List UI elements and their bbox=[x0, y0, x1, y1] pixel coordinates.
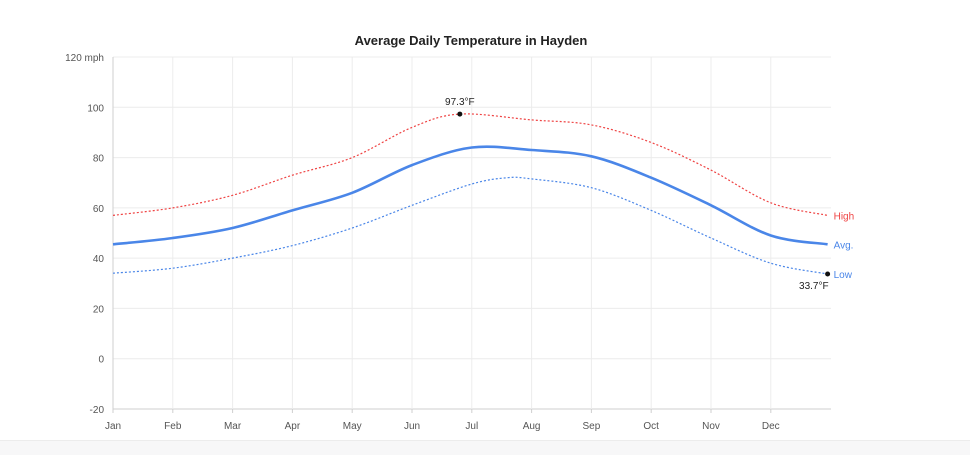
annotation-point bbox=[825, 271, 831, 277]
x-tick-label: May bbox=[343, 421, 362, 432]
series-end-label: Low bbox=[834, 270, 853, 281]
annotation-label: 97.3°F bbox=[445, 97, 475, 108]
annotation-point bbox=[457, 111, 463, 117]
y-tick-label: -20 bbox=[90, 405, 105, 416]
chart-title: Average Daily Temperature in Hayden bbox=[355, 33, 588, 48]
x-tick-label: Sep bbox=[583, 421, 601, 432]
series-end-label: Avg. bbox=[834, 240, 854, 251]
x-tick-label: Jul bbox=[465, 421, 478, 432]
x-tick-label: Aug bbox=[523, 421, 541, 432]
y-tick-label: 100 bbox=[87, 103, 104, 114]
series-end-label: High bbox=[834, 211, 855, 222]
y-tick-label: 20 bbox=[93, 304, 105, 315]
y-tick-label: 40 bbox=[93, 254, 105, 265]
x-tick-label: Oct bbox=[643, 421, 659, 432]
annotation-label: 33.7°F bbox=[799, 281, 829, 292]
series-line-low bbox=[112, 176, 828, 275]
series-line-avg bbox=[112, 145, 828, 246]
x-tick-label: Dec bbox=[762, 421, 780, 432]
x-tick-label: Feb bbox=[164, 421, 182, 432]
y-tick-label: 80 bbox=[93, 154, 105, 165]
x-tick-label: Jan bbox=[105, 421, 121, 432]
x-tick-label: Jun bbox=[404, 421, 420, 432]
x-tick-label: Apr bbox=[285, 421, 301, 432]
x-tick-label: Nov bbox=[702, 421, 720, 432]
x-tick-label: Mar bbox=[224, 421, 242, 432]
y-tick-label: 0 bbox=[98, 355, 104, 366]
series-line-high bbox=[112, 113, 828, 216]
y-tick-label: 120 mph bbox=[65, 53, 104, 64]
footer-strip bbox=[0, 440, 970, 455]
y-tick-label: 60 bbox=[93, 204, 105, 215]
